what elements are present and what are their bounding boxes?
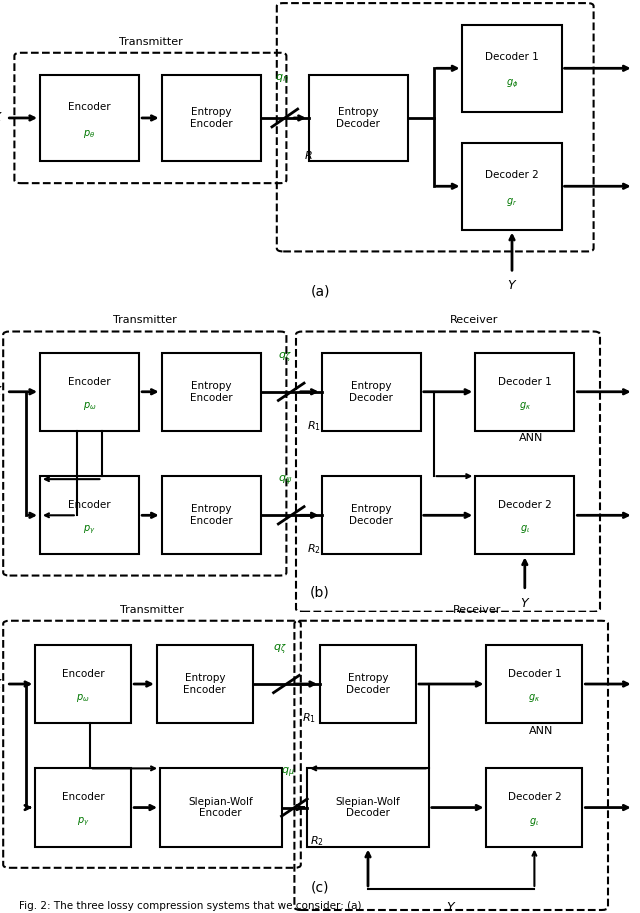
Text: Entropy
Encoder: Entropy Encoder	[190, 107, 232, 129]
Text: $g_\kappa$: $g_\kappa$	[529, 692, 540, 704]
Text: Decoder 1: Decoder 1	[485, 52, 539, 62]
Text: Decoder 1: Decoder 1	[508, 669, 561, 679]
Text: $p_\theta$: $p_\theta$	[83, 128, 96, 140]
Text: Decoder 1: Decoder 1	[498, 376, 552, 386]
Text: (a): (a)	[310, 284, 330, 298]
Text: Entropy
Encoder: Entropy Encoder	[184, 673, 226, 695]
Text: $g_\iota$: $g_\iota$	[520, 523, 530, 535]
Bar	[157, 645, 253, 723]
Text: Encoder: Encoder	[62, 669, 104, 679]
Bar	[463, 25, 562, 111]
Text: $Y$: $Y$	[446, 901, 456, 913]
Text: $R_1$: $R_1$	[303, 711, 316, 725]
Bar	[475, 477, 575, 554]
Text: Transmitter: Transmitter	[118, 37, 182, 47]
Text: Receiver: Receiver	[449, 316, 498, 325]
Text: Fig. 2: The three lossy compression systems that we consider: (a): Fig. 2: The three lossy compression syst…	[19, 901, 362, 911]
Text: $q_\zeta$: $q_\zeta$	[278, 351, 292, 364]
Bar	[307, 769, 429, 846]
Text: $q_\eta$: $q_\eta$	[275, 72, 289, 87]
Text: $p_\omega$: $p_\omega$	[76, 692, 90, 704]
Text: $R_2$: $R_2$	[307, 542, 321, 556]
Text: $R$: $R$	[304, 149, 313, 161]
Text: $q_\psi$: $q_\psi$	[278, 474, 292, 488]
Text: Encoder: Encoder	[68, 376, 111, 386]
Text: Encoder: Encoder	[68, 500, 111, 510]
Text: (c): (c)	[311, 881, 329, 895]
Text: $R_1$: $R_1$	[307, 419, 321, 433]
Bar	[321, 352, 421, 431]
Text: $R_2$: $R_2$	[310, 834, 324, 848]
Bar	[475, 352, 575, 431]
Bar	[35, 769, 131, 846]
Text: Receiver: Receiver	[452, 604, 501, 614]
Text: Transmitter: Transmitter	[113, 316, 177, 325]
Text: Entropy
Encoder: Entropy Encoder	[190, 381, 232, 403]
Bar	[309, 75, 408, 162]
Text: $X$: $X$	[0, 677, 3, 690]
Text: $p_\omega$: $p_\omega$	[83, 400, 97, 412]
Bar	[463, 142, 562, 230]
Text: Encoder: Encoder	[68, 101, 111, 111]
Text: Transmitter: Transmitter	[120, 604, 184, 614]
Text: $p_\gamma$: $p_\gamma$	[77, 815, 90, 828]
Text: ANN: ANN	[519, 434, 543, 444]
Bar	[40, 477, 140, 554]
Text: Entropy
Decoder: Entropy Decoder	[349, 381, 393, 403]
Text: $Y$: $Y$	[520, 597, 530, 610]
Text: Slepian-Wolf
Decoder: Slepian-Wolf Decoder	[335, 797, 401, 818]
Text: $p_\gamma$: $p_\gamma$	[83, 523, 96, 536]
Text: Slepian-Wolf
Encoder: Slepian-Wolf Encoder	[188, 797, 253, 818]
Text: Encoder: Encoder	[62, 792, 104, 803]
Bar	[486, 769, 582, 846]
Text: (b): (b)	[310, 585, 330, 600]
Text: $g_\kappa$: $g_\kappa$	[519, 400, 531, 412]
Text: $X$: $X$	[0, 111, 3, 124]
Bar	[40, 75, 140, 162]
Text: Entropy
Decoder: Entropy Decoder	[346, 673, 390, 695]
Text: Decoder 2: Decoder 2	[498, 500, 552, 510]
Text: ANN: ANN	[529, 726, 553, 736]
Bar	[161, 352, 261, 431]
Text: $q_\zeta$: $q_\zeta$	[273, 643, 287, 657]
Bar	[161, 477, 261, 554]
Text: $g_\phi$: $g_\phi$	[506, 78, 518, 90]
Bar	[321, 477, 421, 554]
Bar	[160, 769, 282, 846]
Text: Entropy
Decoder: Entropy Decoder	[349, 505, 393, 526]
Bar	[40, 352, 140, 431]
Text: $q_\mu$: $q_\mu$	[281, 766, 295, 781]
Text: Entropy
Decoder: Entropy Decoder	[337, 107, 380, 129]
Text: $g_\iota$: $g_\iota$	[529, 815, 540, 828]
Bar	[320, 645, 416, 723]
Bar	[35, 645, 131, 723]
Bar	[161, 75, 261, 162]
Text: $Y$: $Y$	[507, 279, 517, 292]
Text: $X$: $X$	[0, 385, 3, 398]
Text: Decoder 2: Decoder 2	[508, 792, 561, 803]
Text: $g_r$: $g_r$	[506, 196, 518, 208]
Bar	[486, 645, 582, 723]
Text: Entropy
Encoder: Entropy Encoder	[190, 505, 232, 526]
Text: Decoder 2: Decoder 2	[485, 170, 539, 180]
